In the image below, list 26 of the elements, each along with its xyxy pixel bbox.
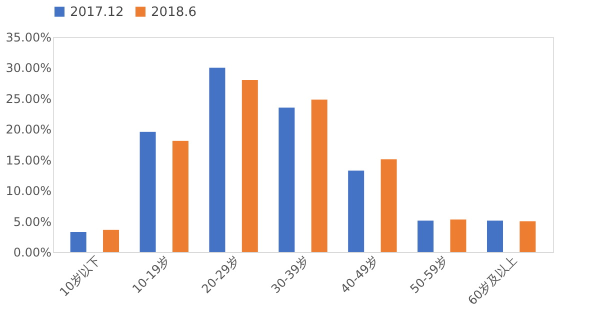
bar: [311, 100, 328, 252]
bar: [209, 68, 226, 252]
bar: [418, 220, 434, 252]
x-tick-label: 10岁以下: [56, 253, 104, 300]
legend-label: 2017.12: [70, 4, 124, 20]
y-tick-label: 10.00%: [6, 184, 52, 198]
y-tick-label: 30.00%: [6, 61, 52, 76]
bar: [348, 170, 364, 252]
y-tick-label: 0.00%: [13, 246, 52, 260]
bar: [486, 220, 503, 252]
bar: [103, 230, 120, 252]
x-tick-label: 60岁及以上: [465, 253, 520, 308]
bar: [242, 80, 258, 252]
bar: [380, 159, 397, 252]
bar: [172, 140, 188, 252]
y-tick-label: 25.00%: [6, 92, 52, 106]
bar: [520, 221, 536, 252]
y-tick-label: 15.00%: [6, 153, 52, 168]
y-tick-label: 20.00%: [6, 122, 52, 137]
bar: [450, 219, 466, 252]
legend-label: 2018.6: [151, 4, 196, 20]
bar: [278, 108, 295, 252]
y-tick-label: 5.00%: [13, 214, 52, 229]
y-tick-label: 35.00%: [6, 30, 52, 44]
bar: [70, 232, 86, 252]
bar: [140, 132, 156, 252]
